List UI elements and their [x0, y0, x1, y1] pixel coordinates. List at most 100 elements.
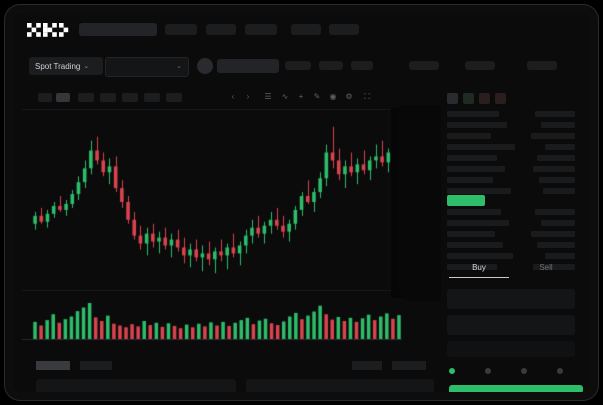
nav-item-4[interactable]: [329, 24, 359, 35]
orderbook-row-value: [541, 220, 575, 226]
market-toolbar: Spot Trading ⌄ ⌄: [13, 47, 590, 85]
orderbook-row[interactable]: [447, 177, 493, 183]
app-screen: Spot Trading ⌄ ⌄: [13, 13, 590, 392]
orderbook-row[interactable]: [447, 220, 509, 226]
timeframe-button-6[interactable]: [166, 93, 182, 102]
nav-item-3[interactable]: [291, 24, 321, 35]
orderbook-row[interactable]: [447, 133, 491, 139]
arrow-left-icon[interactable]: ‹: [231, 92, 235, 101]
chart-occlusion-shadow-inner: [399, 105, 441, 301]
crosshair-icon[interactable]: +: [298, 92, 304, 101]
pair-price-label: [217, 59, 279, 73]
orderbook-row[interactable]: [447, 242, 503, 248]
timeframe-button-5[interactable]: [144, 93, 160, 102]
tab-buy-underline: [449, 277, 509, 278]
orderbook-row[interactable]: [447, 264, 497, 270]
orderbook-row[interactable]: [447, 111, 499, 117]
market-stat-4: [465, 61, 495, 70]
pagination-dot[interactable]: [449, 368, 455, 374]
market-stat-2: [351, 61, 373, 70]
orderbook-row-value: [533, 166, 575, 172]
nav-item-2[interactable]: [245, 24, 277, 35]
orderbook-row-value: [545, 144, 575, 150]
orderbook-row[interactable]: [447, 231, 495, 237]
orderbook-row[interactable]: [447, 188, 511, 194]
order-total-row: [447, 341, 575, 357]
trading-mode-selector[interactable]: Spot Trading ⌄: [29, 57, 103, 75]
buy-button[interactable]: [449, 385, 583, 392]
pagination-dots[interactable]: [441, 368, 590, 378]
orderbook-row[interactable]: [447, 155, 497, 161]
bottom-tab-0[interactable]: [36, 361, 70, 370]
top-navigation-bar: [13, 13, 590, 46]
candlestick-type-icon[interactable]: ☰: [264, 92, 272, 101]
orders-empty-panel-left: [36, 379, 236, 392]
chart-toolbar: ‹ › ☰ ∿ + ✎ ◉ ⚙ ⛶: [22, 89, 440, 107]
orderbook-and-order-form: Buy Sell: [441, 89, 581, 359]
timeframe-button-4[interactable]: [122, 93, 138, 102]
nav-item-1[interactable]: [206, 24, 236, 35]
spread-indicator: [447, 195, 485, 206]
tablet-device-frame: Spot Trading ⌄ ⌄: [4, 4, 599, 401]
okx-logo-icon[interactable]: [27, 23, 69, 37]
orderbook-all-icon[interactable]: [447, 93, 458, 104]
orderbook-row-value: [531, 133, 575, 139]
orderbook-row[interactable]: [447, 253, 513, 259]
eye-icon[interactable]: ◉: [329, 92, 337, 101]
fullscreen-icon[interactable]: ⛶: [364, 92, 370, 101]
chevron-down-icon: ⌄: [176, 63, 182, 70]
bottom-tab-2[interactable]: [352, 361, 382, 370]
volume-histogram[interactable]: [22, 297, 440, 349]
bottom-tab-1[interactable]: [80, 361, 112, 370]
orders-panel: [22, 357, 440, 392]
orderbook-bids-icon[interactable]: [463, 93, 474, 104]
pagination-dot[interactable]: [521, 368, 527, 374]
pagination-dot[interactable]: [557, 368, 563, 374]
line-tool-icon[interactable]: ∿: [281, 92, 289, 101]
orderbook-row-value: [537, 155, 575, 161]
timeframe-button-1[interactable]: [56, 93, 70, 102]
chevron-down-icon: ⌄: [83, 63, 90, 70]
coin-avatar: [197, 58, 213, 74]
candlestick-chart[interactable]: [22, 109, 440, 291]
tab-buy[interactable]: Buy: [472, 263, 486, 272]
market-stat-5: [527, 61, 557, 70]
settings-icon[interactable]: ⚙: [345, 92, 353, 101]
timeframe-button-2[interactable]: [78, 93, 94, 102]
orderbook-row-value: [545, 253, 575, 259]
timeframe-button-0[interactable]: [38, 93, 52, 102]
trading-pair-selector[interactable]: ⌄: [105, 57, 189, 77]
arrow-right-icon[interactable]: ›: [246, 92, 250, 101]
order-amount-input[interactable]: [447, 315, 575, 335]
orderbook-row-value: [533, 264, 575, 270]
nav-item-0[interactable]: [165, 24, 197, 35]
bottom-tab-3[interactable]: [392, 361, 426, 370]
orderbook-row-value: [537, 242, 575, 248]
market-stat-1: [319, 61, 343, 70]
orderbook-row-value: [531, 231, 575, 237]
orderbook-row-value: [539, 177, 575, 183]
market-stat-3: [409, 61, 439, 70]
orderbook-row-value: [543, 188, 575, 194]
order-form-tabs: Buy Sell: [441, 259, 581, 281]
pagination-dot[interactable]: [485, 368, 491, 374]
orders-empty-panel-right: [246, 379, 434, 392]
orderbook-row[interactable]: [447, 166, 505, 172]
orderbook-row[interactable]: [447, 122, 507, 128]
orderbook-row-value: [535, 209, 575, 215]
orderbook-row[interactable]: [447, 144, 515, 150]
order-price-input[interactable]: [447, 289, 575, 309]
orderbook-asks-icon[interactable]: [479, 93, 490, 104]
orderbook-row[interactable]: [447, 209, 501, 215]
timeframe-button-3[interactable]: [100, 93, 116, 102]
price-chart-panel: ‹ › ☰ ∿ + ✎ ◉ ⚙ ⛶: [22, 89, 440, 359]
orderbook-row-value: [535, 111, 575, 117]
orderbook-split-icon[interactable]: [495, 93, 506, 104]
brush-icon[interactable]: ✎: [313, 92, 321, 101]
orderbook-row-value: [541, 122, 575, 128]
search-input[interactable]: [79, 23, 157, 36]
trading-mode-label: Spot Trading: [35, 61, 81, 71]
market-stat-0: [285, 61, 311, 70]
tab-sell[interactable]: Sell: [539, 263, 553, 272]
